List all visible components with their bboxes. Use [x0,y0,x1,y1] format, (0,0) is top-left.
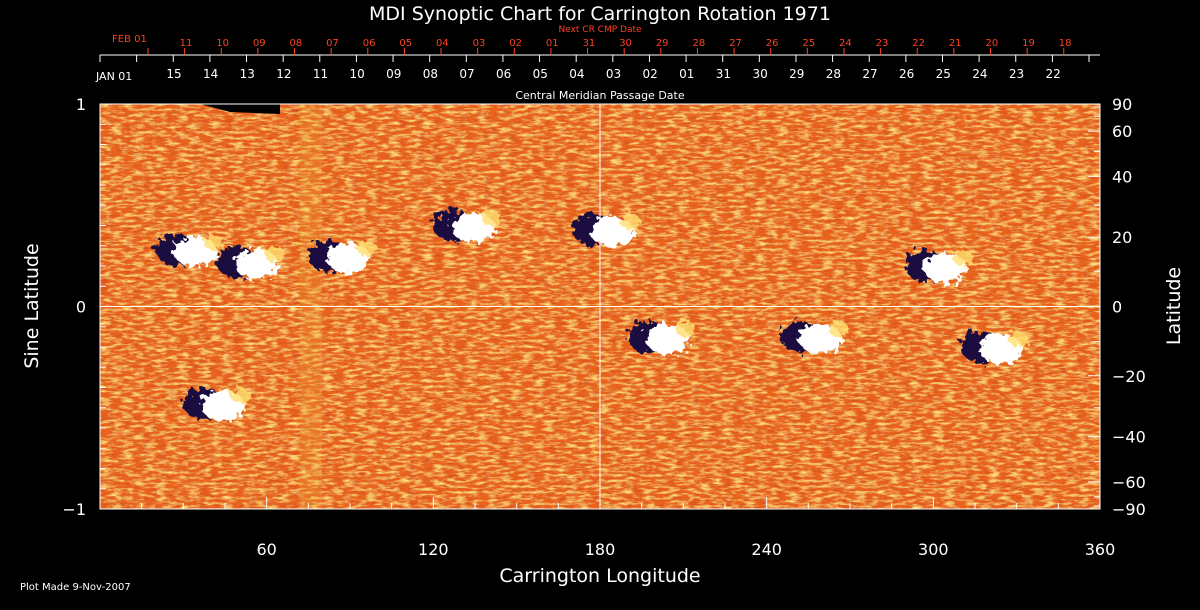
cmp-date-label: 30 [752,67,767,81]
next-cr-date-label: 08 [290,38,303,49]
next-cr-date-label: 01 [546,38,559,49]
y-axis-title-left: Sine Latitude [21,243,43,368]
next-cr-date-label: 03 [473,38,486,49]
y-tick-label-left: −1 [62,500,86,519]
plage-patch [264,245,285,262]
next-cr-date-label: 02 [509,38,522,49]
active-region [572,213,640,247]
x-tick-label: 240 [751,540,782,559]
active-region [155,233,224,267]
plage-patch [481,209,502,226]
cmp-date-label: 22 [1045,67,1060,81]
chart-title: MDI Synoptic Chart for Carrington Rotati… [369,3,831,25]
cmp-date-label: 07 [459,67,474,81]
next-start-date-label: FEB 01 [112,34,147,45]
x-tick-label: 120 [418,540,449,559]
next-cr-date-label: 25 [802,38,815,49]
active-region [183,387,252,421]
x-tick-label: 60 [256,540,276,559]
active-region [960,331,1029,364]
next-cr-date-label: 20 [985,38,998,49]
cmp-date-label: 15 [166,67,181,81]
cmp-date-label: 29 [789,67,804,81]
x-axis-title: Carrington Longitude [499,565,700,587]
active-region [308,239,377,273]
cmp-date-label: 24 [972,67,987,81]
cmp-date-label: 12 [276,67,291,81]
y-axis-title-right: Latitude [1163,267,1185,345]
y-tick-label-left: 1 [76,95,86,114]
active-region [216,245,285,279]
next-cr-date-label: 05 [399,38,412,49]
y-tick-label-left: 0 [76,298,86,317]
next-cr-date-label: 18 [1059,38,1072,49]
cmp-date-label: 13 [240,67,255,81]
y-tick-label-right: 60 [1112,122,1132,141]
active-region [627,320,696,354]
next-cr-axis-label: Next CR CMP Date [558,25,642,35]
cmp-date-label: 11 [313,67,328,81]
plage-patch [231,387,252,404]
plage-patch [620,213,640,230]
y-tick-label-right: −60 [1112,473,1146,492]
next-cr-date-label: 07 [326,38,339,49]
plage-patch [356,239,377,256]
cmp-date-label: 10 [350,67,365,81]
y-tick-label-right: −90 [1112,500,1146,519]
plage-patch [828,320,849,337]
cmp-date-label: 27 [862,67,877,81]
next-cr-date-label: 24 [839,38,852,49]
next-cr-date-label: 29 [656,38,669,49]
cmp-date-label: 23 [1009,67,1024,81]
next-cr-date-label: 09 [253,38,266,49]
polar-gap [200,104,280,114]
cmp-axis-label: Central Meridian Passage Date [515,89,684,102]
active-region [905,250,974,283]
cmp-date-label: 01 [679,67,694,81]
next-cr-date-label: 26 [766,38,779,49]
cmp-date-label: 25 [936,67,951,81]
cmp-date-label: 31 [716,67,731,81]
next-cr-date-label: 23 [876,38,889,49]
x-tick-label: 180 [585,540,616,559]
next-cr-date-label: 04 [436,38,449,49]
next-cr-date-label: 31 [583,38,596,49]
y-tick-label-right: 20 [1112,228,1132,247]
y-tick-label-right: 0 [1112,298,1122,317]
active-region [780,320,849,354]
next-cr-date-label: 28 [692,38,705,49]
cmp-date-label: 09 [386,67,401,81]
next-cr-date-label: 06 [363,38,376,49]
cmp-date-label: 14 [203,67,218,81]
x-tick-label: 360 [1085,540,1116,559]
cmp-date-label: 04 [569,67,584,81]
cmp-date-label: 02 [643,67,658,81]
plage-patch [1008,331,1029,347]
x-tick-label: 300 [918,540,949,559]
y-tick-label-right: 90 [1112,95,1132,114]
cmp-date-label: 08 [423,67,438,81]
cmp-date-label: 05 [533,67,548,81]
y-tick-label-right: −20 [1112,367,1146,386]
plage-patch [675,320,696,337]
plage-patch [203,233,224,250]
next-cr-date-label: 27 [729,38,742,49]
cmp-date-label: 03 [606,67,621,81]
next-cr-date-label: 10 [216,38,229,49]
cmp-date-label: 28 [826,67,841,81]
next-cr-date-label: 22 [912,38,925,49]
cmp-date-label: 26 [899,67,914,81]
start-date-label: JAN 01 [95,70,132,83]
y-tick-label-right: −40 [1112,428,1146,447]
next-cr-date-label: 21 [949,38,962,49]
next-cr-date-label: 19 [1022,38,1035,49]
next-cr-date-label: 30 [619,38,632,49]
active-region [433,209,502,243]
y-tick-label-right: 40 [1112,167,1132,186]
cmp-date-label: 06 [496,67,511,81]
next-cr-date-label: 11 [180,38,193,49]
plage-patch [953,250,974,266]
plot-made-label: Plot Made 9-Nov-2007 [20,582,131,593]
